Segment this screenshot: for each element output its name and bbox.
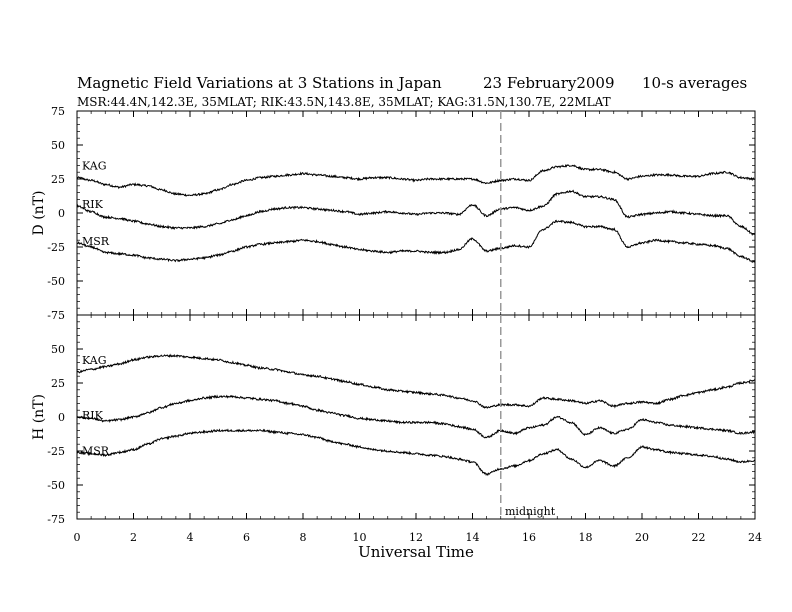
y-tick-label: -25 xyxy=(47,241,65,254)
series-line-kag xyxy=(76,353,756,409)
series-line-msr xyxy=(76,428,756,477)
series-line-rik xyxy=(76,189,756,236)
series-line-rik xyxy=(76,394,756,439)
series-line-kag xyxy=(76,163,756,197)
y-tick-label: 0 xyxy=(58,411,65,424)
x-tick-label: 22 xyxy=(692,531,706,544)
series-line-msr xyxy=(76,219,756,264)
series-label-rik: RIK xyxy=(82,198,104,211)
y-tick-label: 50 xyxy=(51,139,65,152)
chart-title: Magnetic Field Variations at 3 Stations … xyxy=(77,74,442,92)
chart-averaging: 10-s averages xyxy=(642,74,748,92)
series-label-msr: MSR xyxy=(82,235,110,248)
x-tick-label: 4 xyxy=(187,531,194,544)
y-tick-label: 25 xyxy=(51,173,65,186)
midnight-label: midnight xyxy=(505,505,556,518)
x-tick-label: 18 xyxy=(579,531,593,544)
x-tick-label: 12 xyxy=(409,531,423,544)
y-tick-label: -25 xyxy=(47,445,65,458)
y-tick-label: -75 xyxy=(47,309,65,322)
station-info: MSR:44.4N,142.3E, 35MLAT; RIK:43.5N,143.… xyxy=(77,95,611,109)
x-tick-label: 14 xyxy=(466,531,480,544)
y-tick-label: -50 xyxy=(47,479,65,492)
series-label-kag: KAG xyxy=(82,160,107,173)
x-tick-label: 20 xyxy=(635,531,649,544)
panel-h-frame xyxy=(76,314,756,520)
y-tick-label: -50 xyxy=(47,275,65,288)
series-label-msr: MSR xyxy=(82,444,110,457)
y-tick-label: 50 xyxy=(51,343,65,356)
y-tick-label: 0 xyxy=(58,207,65,220)
y-axis-label: H (nT) xyxy=(31,394,47,440)
x-tick-label: 6 xyxy=(243,531,250,544)
y-axis-label: D (nT) xyxy=(31,191,47,236)
x-tick-label: 2 xyxy=(130,531,137,544)
panel-h: 50 25 0 -25 -50 -75 H (nT) KAG RIK MSR xyxy=(31,314,756,526)
series-label-rik: RIK xyxy=(82,409,104,422)
panel-d: 75 50 25 0 -25 -50 -75 D (nT) KAG RIK MSR xyxy=(31,105,756,322)
x-tick-label: 0 xyxy=(74,531,81,544)
y-tick-label: 75 xyxy=(51,105,65,118)
y-tick-label: -75 xyxy=(47,513,65,526)
x-tick-label: 10 xyxy=(353,531,367,544)
series-label-kag: KAG xyxy=(82,354,107,367)
x-tick-label: 24 xyxy=(748,531,762,544)
chart-date: 23 February2009 xyxy=(483,74,615,92)
x-tick-label: 16 xyxy=(522,531,536,544)
x-tick-label: 8 xyxy=(300,531,307,544)
x-axis-label: Universal Time xyxy=(358,543,474,561)
y-tick-label: 25 xyxy=(51,377,65,390)
